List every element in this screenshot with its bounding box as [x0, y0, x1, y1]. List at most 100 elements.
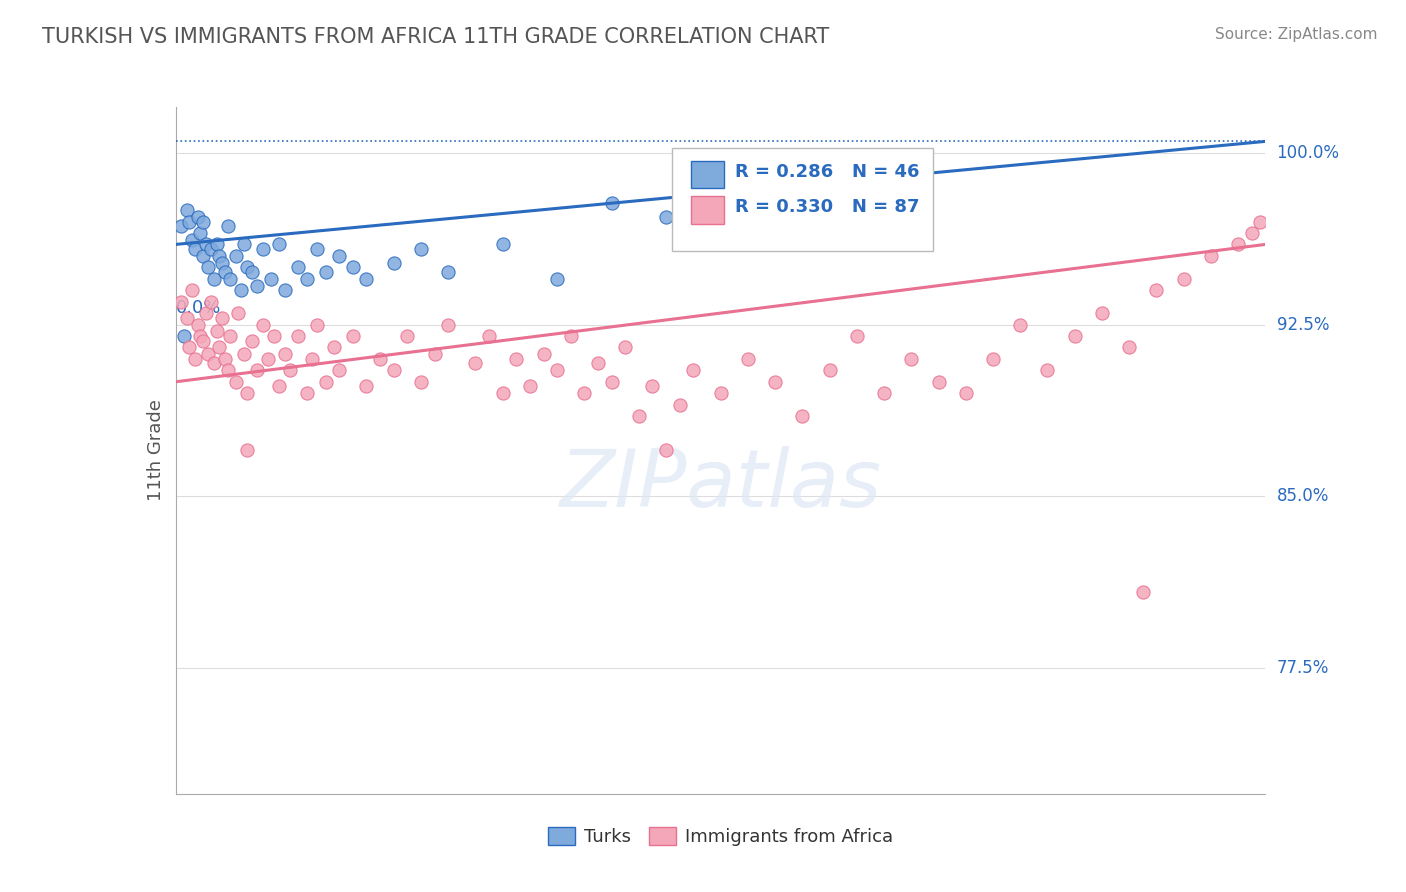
Point: [307, 318, 329, 332]
Point: [1249, 214, 1271, 228]
Point: [409, 375, 432, 389]
Point: [614, 340, 637, 354]
Text: 100.0%: 100.0%: [1277, 144, 1340, 161]
Text: TURKISH VS IMMIGRANTS FROM AFRICA 11TH GRADE CORRELATION CHART: TURKISH VS IMMIGRANTS FROM AFRICA 11TH G…: [42, 27, 830, 46]
Point: [269, 237, 291, 252]
Point: [186, 318, 209, 332]
Y-axis label: 11th Grade: 11th Grade: [146, 400, 165, 501]
Legend: Turks, Immigrants from Africa: Turks, Immigrants from Africa: [541, 820, 900, 854]
Point: [356, 379, 378, 393]
Text: ZIPatlas: ZIPatlas: [560, 446, 882, 524]
Point: [655, 443, 678, 458]
Point: [191, 249, 214, 263]
Point: [737, 351, 759, 366]
Point: [260, 272, 283, 286]
Point: [437, 318, 460, 332]
Text: 85.0%: 85.0%: [1277, 487, 1329, 505]
Point: [179, 214, 201, 228]
Point: [191, 334, 214, 348]
Point: [202, 272, 225, 286]
Point: [197, 347, 219, 361]
Point: [235, 260, 257, 275]
Point: [287, 260, 309, 275]
Point: [763, 180, 786, 194]
Point: [322, 340, 344, 354]
Point: [928, 375, 950, 389]
Point: [710, 386, 733, 401]
Point: [1063, 329, 1085, 343]
Point: [315, 375, 337, 389]
Point: [423, 347, 446, 361]
Point: [200, 242, 222, 256]
Point: [191, 214, 214, 228]
Point: [1227, 237, 1250, 252]
Point: [627, 409, 650, 423]
Point: [257, 351, 280, 366]
Text: R = 0.330   N = 87: R = 0.330 N = 87: [735, 198, 920, 217]
Point: [219, 329, 242, 343]
Point: [197, 260, 219, 275]
Point: [668, 398, 690, 412]
Text: Source: ZipAtlas.com: Source: ZipAtlas.com: [1215, 27, 1378, 42]
Point: [176, 203, 198, 218]
Point: [546, 363, 568, 377]
Point: [560, 329, 582, 343]
Point: [1240, 226, 1263, 240]
Point: [246, 363, 269, 377]
Point: [188, 329, 211, 343]
Point: [173, 329, 195, 343]
Point: [519, 379, 541, 393]
Point: [208, 249, 231, 263]
Point: [845, 329, 868, 343]
Point: [217, 219, 239, 233]
Point: [232, 237, 254, 252]
Point: [478, 329, 501, 343]
Point: [186, 210, 209, 224]
Point: [981, 351, 1004, 366]
Point: [1010, 318, 1032, 332]
Point: [1118, 340, 1140, 354]
Point: [274, 283, 297, 297]
Point: [328, 363, 350, 377]
Point: [184, 351, 207, 366]
Point: [252, 242, 274, 256]
FancyBboxPatch shape: [692, 196, 724, 224]
Point: [763, 375, 786, 389]
Point: [533, 347, 555, 361]
Point: [176, 310, 198, 325]
Point: [274, 347, 297, 361]
Point: [437, 265, 460, 279]
Point: [492, 386, 515, 401]
Point: [214, 265, 236, 279]
Point: [315, 265, 337, 279]
Point: [396, 329, 419, 343]
Point: [219, 272, 242, 286]
Point: [464, 356, 486, 370]
Point: [214, 351, 236, 366]
Point: [184, 242, 207, 256]
Point: [217, 363, 239, 377]
Point: [505, 351, 527, 366]
Point: [211, 256, 233, 270]
Point: [287, 329, 309, 343]
Point: [295, 386, 318, 401]
Point: [278, 363, 301, 377]
Point: [328, 249, 350, 263]
Point: [181, 233, 204, 247]
Point: [900, 351, 922, 366]
Point: [1091, 306, 1114, 320]
Point: [342, 260, 364, 275]
Point: [955, 386, 977, 401]
Point: [409, 242, 432, 256]
Point: [235, 443, 257, 458]
Point: [792, 409, 814, 423]
Point: [586, 356, 609, 370]
Point: [202, 356, 225, 370]
Point: [368, 351, 391, 366]
Point: [263, 329, 285, 343]
Point: [655, 210, 678, 224]
Point: [1173, 272, 1195, 286]
Point: [170, 294, 193, 309]
Text: 77.5%: 77.5%: [1277, 659, 1329, 677]
Point: [641, 379, 664, 393]
